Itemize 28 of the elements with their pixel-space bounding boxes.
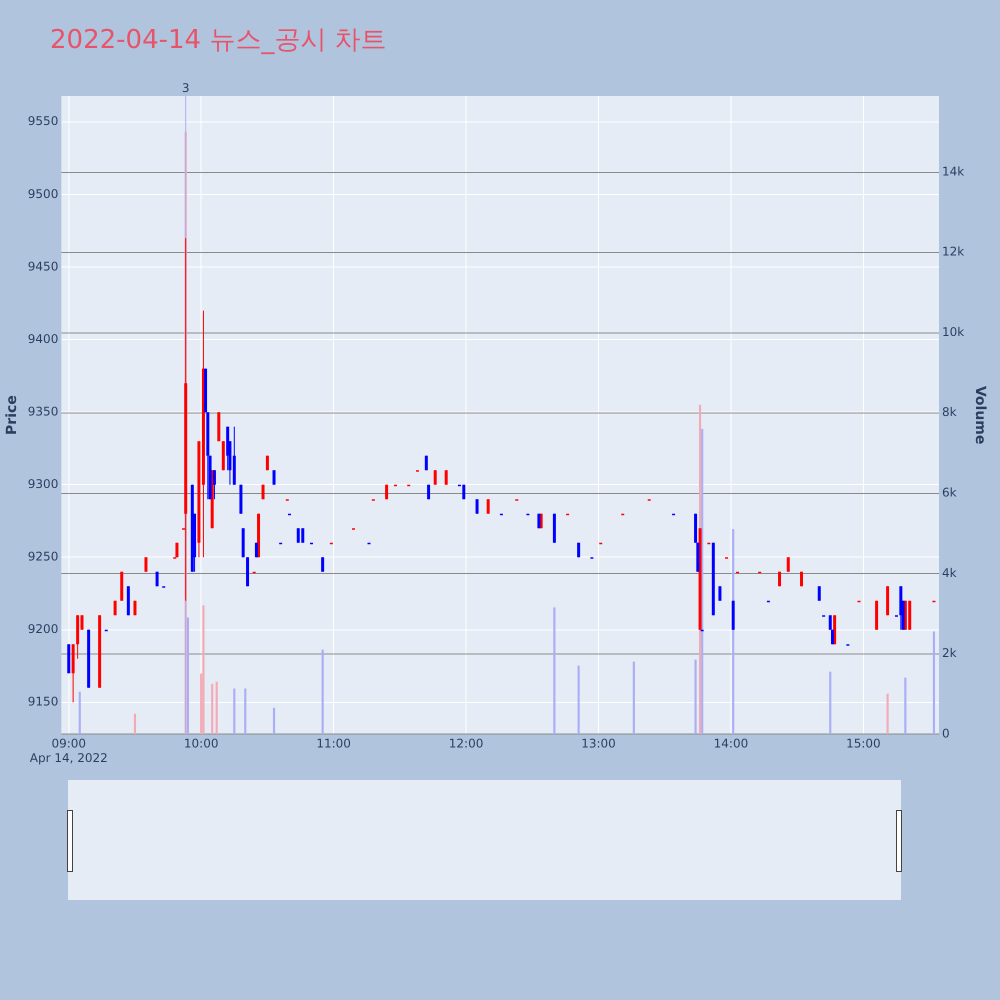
annotation: 3: [182, 81, 190, 96]
x-tick-label: 14:00: [714, 736, 748, 751]
x-tick-label: 13:00: [581, 736, 616, 751]
y2-tick-label: 10k: [942, 324, 964, 339]
y-tick-label: 9450: [28, 259, 58, 274]
y2-tick-label: 12k: [942, 244, 964, 259]
y-tick-label: 9250: [28, 549, 58, 564]
y-tick-label: 9500: [28, 186, 58, 201]
y-tick-label: 9400: [28, 332, 58, 346]
y-tick-label: 9300: [28, 476, 58, 491]
y2-tick-label: 14k: [942, 164, 964, 178]
y-tick-label: 9150: [28, 694, 58, 708]
y2-axis-title: Volume: [972, 386, 988, 444]
y-tick-label: 9550: [28, 114, 58, 128]
y2-tick-label: 2k: [942, 646, 957, 660]
x-tick-label: 15:00: [846, 736, 881, 751]
y-tick-label: 9350: [28, 404, 58, 418]
chart-title: 2022-04-14 뉴스_공시 차트: [50, 24, 387, 57]
x-tick-label: 10:00: [184, 736, 218, 751]
y2-tick-label: 8k: [942, 405, 957, 420]
x-tick-label: 09:00 Apr 14, 2022: [30, 736, 108, 765]
x-tick-label: 12:00: [448, 736, 484, 751]
y-axis-title: Price: [4, 395, 20, 435]
y2-tick-label: 4k: [942, 566, 957, 580]
y-tick-label: 9200: [28, 622, 58, 636]
y2-tick-label: 6k: [942, 485, 957, 500]
x-tick-label: 11:00: [316, 736, 351, 751]
y2-tick-label: 0: [942, 726, 950, 740]
